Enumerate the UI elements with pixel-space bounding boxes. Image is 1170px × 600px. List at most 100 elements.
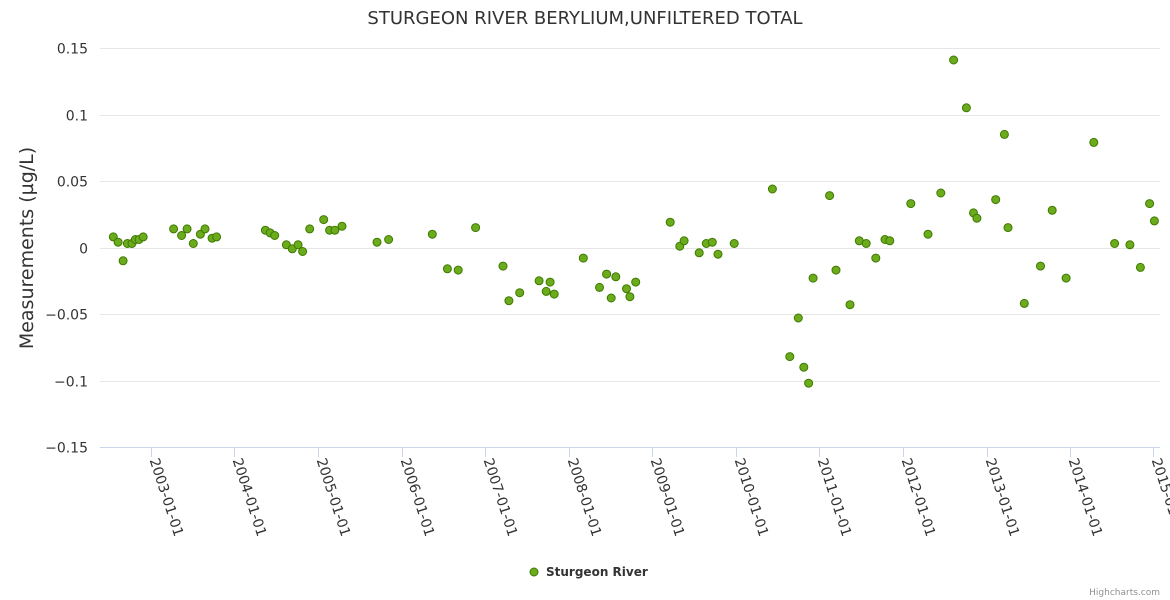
- data-point[interactable]: [293, 240, 303, 250]
- data-point[interactable]: [270, 231, 280, 240]
- data-point[interactable]: [906, 199, 916, 209]
- y-tick-label: −0.15: [45, 441, 88, 457]
- data-point[interactable]: [515, 288, 525, 298]
- x-tick-label: 2014-01-01: [1065, 456, 1105, 538]
- data-point[interactable]: [1125, 240, 1135, 250]
- data-point[interactable]: [999, 129, 1009, 139]
- x-tick-label: 2006-01-01: [397, 456, 437, 538]
- y-axis-label: Measurements (µg/L): [16, 147, 38, 349]
- data-point[interactable]: [427, 229, 437, 239]
- data-point[interactable]: [1110, 239, 1120, 248]
- y-axis-ticks: 0.15 0.1 0.05 0 −0.05 −0.1 −0.15: [45, 42, 88, 457]
- data-point[interactable]: [1149, 216, 1159, 226]
- data-point[interactable]: [549, 289, 559, 299]
- x-tick-label: 2013-01-01: [982, 456, 1022, 538]
- chart-title: STURGEON RIVER BERYLIUM,UNFILTERED TOTAL: [367, 8, 802, 29]
- data-point[interactable]: [625, 292, 635, 302]
- data-point[interactable]: [1135, 262, 1145, 272]
- data-point[interactable]: [453, 265, 463, 275]
- legend[interactable]: Sturgeon River: [529, 565, 648, 579]
- data-point[interactable]: [707, 237, 717, 247]
- data-point[interactable]: [113, 237, 123, 247]
- y-tick-label: 0.05: [57, 175, 88, 191]
- x-tick-label: 2004-01-01: [229, 456, 269, 538]
- data-point[interactable]: [442, 264, 452, 274]
- data-point[interactable]: [384, 235, 394, 244]
- data-point[interactable]: [831, 265, 841, 275]
- data-point[interactable]: [861, 239, 871, 248]
- data-point[interactable]: [961, 103, 971, 113]
- data-point[interactable]: [799, 362, 809, 372]
- data-point[interactable]: [504, 296, 514, 306]
- data-point[interactable]: [541, 286, 551, 296]
- x-axis-ticks: 2003-01-01 2004-01-01 2005-01-01 2006-01-01…: [146, 447, 1170, 539]
- data-point[interactable]: [949, 55, 959, 65]
- data-point[interactable]: [845, 300, 855, 310]
- data-point[interactable]: [372, 237, 382, 247]
- data-point[interactable]: [319, 215, 329, 225]
- data-point[interactable]: [305, 224, 315, 234]
- data-point[interactable]: [793, 313, 803, 323]
- data-point[interactable]: [1089, 137, 1099, 147]
- data-point[interactable]: [1061, 273, 1071, 283]
- data-point[interactable]: [138, 232, 148, 242]
- data-point[interactable]: [871, 253, 881, 263]
- data-point[interactable]: [182, 224, 192, 234]
- x-tick-label: 2015-01-01: [1148, 456, 1170, 538]
- data-point[interactable]: [825, 191, 835, 201]
- data-point[interactable]: [1145, 199, 1155, 209]
- data-point[interactable]: [804, 378, 814, 388]
- x-tick-label: 2003-01-01: [146, 456, 186, 538]
- data-point[interactable]: [1047, 205, 1057, 215]
- data-point[interactable]: [169, 224, 179, 234]
- data-point[interactable]: [767, 184, 777, 194]
- data-point[interactable]: [694, 248, 704, 258]
- x-tick-label: 2011-01-01: [814, 456, 854, 538]
- data-point[interactable]: [611, 272, 621, 282]
- data-point[interactable]: [606, 293, 616, 303]
- x-tick-label: 2007-01-01: [480, 456, 520, 538]
- data-point[interactable]: [631, 277, 641, 287]
- data-point[interactable]: [545, 277, 555, 287]
- y-tick-label: 0: [79, 242, 88, 258]
- y-tick-label: 0.1: [66, 109, 88, 125]
- data-point[interactable]: [200, 224, 210, 234]
- x-tick-label: 2010-01-01: [731, 456, 771, 538]
- data-point[interactable]: [534, 276, 544, 286]
- y-tick-label: −0.1: [54, 375, 88, 391]
- data-point[interactable]: [212, 232, 222, 242]
- data-point[interactable]: [1003, 223, 1013, 233]
- legend-marker: [529, 567, 539, 577]
- data-point[interactable]: [679, 236, 689, 246]
- data-point[interactable]: [188, 239, 198, 248]
- data-point[interactable]: [729, 239, 739, 248]
- data-point[interactable]: [330, 225, 340, 235]
- data-point[interactable]: [595, 282, 604, 292]
- y-tick-label: −0.05: [45, 308, 88, 324]
- data-point[interactable]: [785, 352, 795, 362]
- data-point[interactable]: [118, 256, 128, 266]
- data-points: [108, 55, 1159, 388]
- credits[interactable]: Highcharts.com: [1089, 588, 1160, 598]
- data-point[interactable]: [1036, 261, 1045, 271]
- data-point[interactable]: [471, 223, 481, 233]
- data-point[interactable]: [298, 247, 308, 256]
- data-point[interactable]: [498, 261, 508, 271]
- legend-label: Sturgeon River: [546, 565, 648, 579]
- data-point[interactable]: [885, 236, 895, 246]
- data-point[interactable]: [713, 249, 723, 259]
- x-tick-label: 2008-01-01: [564, 456, 604, 538]
- data-point[interactable]: [177, 231, 187, 240]
- y-tick-label: 0.15: [57, 42, 88, 58]
- data-point[interactable]: [972, 213, 982, 223]
- data-point[interactable]: [337, 221, 347, 231]
- data-point[interactable]: [602, 269, 612, 279]
- data-point[interactable]: [991, 195, 1001, 205]
- data-point[interactable]: [1019, 298, 1029, 308]
- data-point[interactable]: [923, 229, 933, 239]
- data-point[interactable]: [936, 188, 946, 198]
- data-point[interactable]: [808, 273, 818, 283]
- data-point[interactable]: [578, 253, 588, 263]
- data-point[interactable]: [622, 284, 631, 294]
- data-point[interactable]: [665, 217, 675, 227]
